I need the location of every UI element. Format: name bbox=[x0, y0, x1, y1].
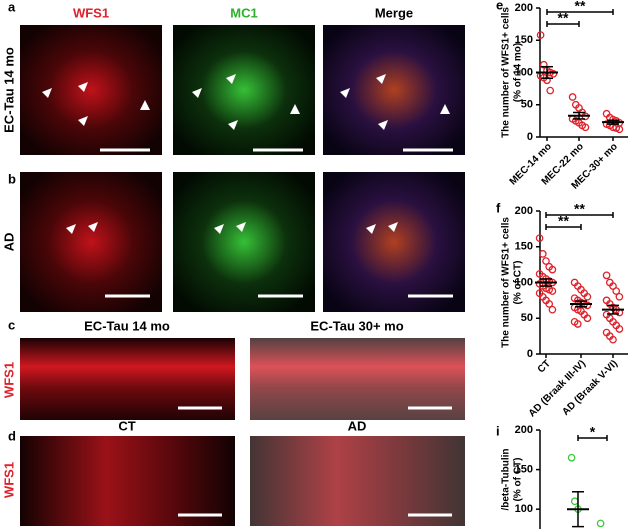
arrowheads bbox=[42, 74, 450, 234]
panel-letter: e bbox=[496, 0, 503, 12]
data-point bbox=[596, 519, 605, 528]
image-mc1 bbox=[173, 172, 315, 312]
significance-label: ** bbox=[575, 0, 586, 14]
data-point bbox=[583, 301, 592, 310]
data-point bbox=[538, 250, 547, 258]
panel-letter: a bbox=[8, 0, 16, 14]
data-point bbox=[615, 325, 624, 333]
data-point bbox=[602, 271, 611, 280]
y-axis-label: The number of WFS1+ cells bbox=[501, 217, 512, 348]
data-point bbox=[549, 69, 558, 78]
data-point bbox=[542, 257, 550, 265]
image-wfs1 bbox=[20, 25, 162, 155]
data-point bbox=[615, 292, 624, 301]
data-point bbox=[535, 234, 544, 243]
significance-label: ** bbox=[558, 213, 569, 229]
y-tick-label: 0 bbox=[527, 131, 533, 143]
y-tick-label: 150 bbox=[515, 34, 533, 46]
panel-title: AD bbox=[348, 418, 367, 433]
y-tick-label: 50 bbox=[521, 312, 533, 324]
y-tick-label: 200 bbox=[515, 2, 533, 14]
column-title: MC1 bbox=[230, 5, 257, 20]
image-section bbox=[20, 436, 235, 526]
x-tick-label: CT bbox=[536, 358, 553, 375]
panel-title: EC-Tau 30+ mo bbox=[310, 318, 403, 333]
y-tick-label: 100 bbox=[515, 503, 533, 515]
x-tick-label: AD (Braak V-VI) bbox=[560, 358, 620, 418]
data-point bbox=[568, 93, 577, 101]
data-point bbox=[573, 320, 582, 328]
data-point bbox=[545, 300, 554, 308]
data-point bbox=[546, 86, 555, 95]
image-merge bbox=[323, 172, 465, 312]
column-title: WFS1 bbox=[73, 5, 109, 20]
data-point bbox=[548, 287, 557, 295]
y-tick-label: 150 bbox=[515, 464, 533, 476]
image-section bbox=[250, 436, 465, 526]
y-tick-label: 100 bbox=[515, 276, 533, 288]
data-point bbox=[609, 335, 617, 344]
row-label: WFS1 bbox=[1, 362, 16, 398]
scale-bars bbox=[100, 148, 453, 517]
y-axis-label: /beta-Tubulin bbox=[501, 448, 512, 510]
y-tick-label: 200 bbox=[515, 424, 533, 436]
row-label: EC-Tau 14 mo bbox=[1, 47, 16, 133]
image-section bbox=[250, 338, 465, 420]
y-axis-label: (% of CT) bbox=[513, 458, 524, 502]
data-point bbox=[583, 292, 592, 301]
data-point bbox=[612, 287, 621, 295]
data-point bbox=[548, 305, 557, 314]
y-axis-label: (% of 14 mo) bbox=[513, 43, 524, 102]
image-wfs1 bbox=[20, 172, 162, 312]
y-tick-label: 50 bbox=[521, 99, 533, 111]
y-tick-label: 100 bbox=[515, 66, 533, 78]
significance-label: ** bbox=[558, 10, 569, 26]
panel-letter: c bbox=[8, 317, 15, 332]
row-label: AD bbox=[1, 233, 16, 252]
data-point bbox=[570, 497, 579, 506]
significance-label: ** bbox=[574, 201, 585, 217]
panel-title: CT bbox=[118, 418, 135, 433]
panel-title: EC-Tau 14 mo bbox=[84, 318, 170, 333]
y-axis-label: The number of WFS1+ cells bbox=[501, 7, 512, 138]
significance-label: * bbox=[590, 424, 596, 440]
y-tick-label: 200 bbox=[515, 205, 533, 217]
panel-letter: f bbox=[496, 200, 501, 215]
data-point bbox=[567, 453, 576, 462]
data-point bbox=[581, 123, 590, 132]
image-section bbox=[20, 338, 235, 420]
y-tick-label: 150 bbox=[515, 241, 533, 253]
panel-letter: i bbox=[496, 423, 500, 438]
column-title: Merge bbox=[375, 5, 413, 20]
data-point bbox=[539, 60, 548, 69]
row-label: WFS1 bbox=[1, 462, 16, 498]
y-tick-label: 0 bbox=[527, 348, 533, 360]
data-point bbox=[548, 265, 557, 274]
image-mc1 bbox=[173, 25, 315, 155]
y-axis-label: (% of CT) bbox=[513, 261, 524, 305]
data-point bbox=[583, 314, 592, 323]
panel-letter: b bbox=[8, 171, 16, 186]
data-point bbox=[536, 31, 545, 39]
panel-letter: d bbox=[8, 428, 16, 443]
image-merge bbox=[323, 25, 465, 155]
data-point bbox=[615, 125, 624, 134]
